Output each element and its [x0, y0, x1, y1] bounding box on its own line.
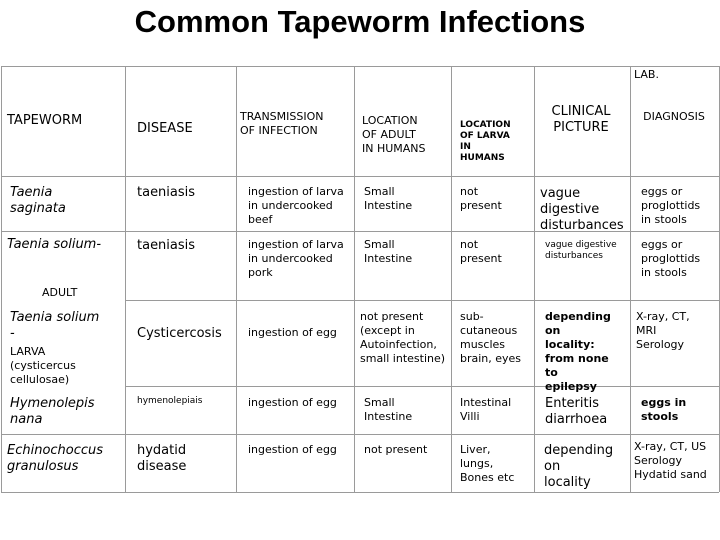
row4-transmission: ingestion of egg: [248, 396, 337, 409]
row3-tapeworm: Taenia solium -: [10, 310, 100, 341]
header-lab: LAB.: [634, 68, 659, 81]
row4-diagnosis: eggs in stools: [641, 396, 687, 423]
row3-diagnosis: X-ray, CT, MRI Serology: [636, 310, 690, 351]
row1-transmission: ingestion of larva in undercooked beef: [248, 185, 344, 226]
row-divider: [1, 231, 719, 232]
row5-clinical: depending on locality: [544, 443, 614, 490]
row-divider: [125, 386, 719, 387]
row1-location-larva: not present: [460, 185, 502, 212]
header-tapeworm: TAPEWORM: [7, 113, 83, 128]
row-divider: [1, 434, 719, 435]
row2-tapeworm-note: ADULT: [42, 286, 78, 299]
row1-location-adult: Small Intestine: [364, 185, 413, 212]
column-divider: [236, 66, 237, 492]
row2-transmission: ingestion of larva in undercooked pork: [248, 238, 344, 279]
row1-clinical: vague digestive disturbances: [540, 186, 624, 233]
header-transmission: TRANSMISSION OF INFECTION: [240, 110, 324, 137]
table-border-bottom: [1, 492, 719, 493]
column-divider: [125, 66, 126, 492]
row5-tapeworm: Echinochoccus granulosus: [7, 443, 104, 474]
header-disease: DISEASE: [137, 121, 193, 136]
row3-tapeworm-note: LARVA (cysticercus cellulosae): [10, 345, 76, 386]
page-title: Common Tapeworm Infections: [134, 4, 586, 39]
row5-diagnosis: X-ray, CT, US Serology Hydatid sand: [634, 440, 707, 481]
header-clinical-picture: CLINICAL PICTURE: [551, 104, 611, 135]
table-border-left: [1, 66, 2, 492]
row4-tapeworm: Hymenolepis nana: [10, 396, 95, 427]
row5-transmission: ingestion of egg: [248, 443, 337, 456]
row1-tapeworm: Taenia saginata: [10, 185, 66, 216]
row3-disease: Cysticercosis: [137, 326, 222, 341]
column-divider: [534, 66, 535, 492]
header-location-adult: LOCATION OF ADULT IN HUMANS: [362, 114, 426, 155]
row2-tapeworm: Taenia solium-: [7, 237, 102, 252]
row5-disease: hydatid disease: [137, 443, 187, 474]
row2-diagnosis: eggs or proglottids in stools: [641, 238, 701, 279]
column-divider: [630, 66, 631, 492]
header-diagnosis: DIAGNOSIS: [643, 110, 705, 123]
column-divider: [354, 66, 355, 492]
row1-disease: taeniasis: [137, 185, 196, 200]
row2-location-larva: not present: [460, 238, 502, 265]
row1-diagnosis: eggs or proglottids in stools: [641, 185, 701, 226]
row2-location-adult: Small Intestine: [364, 238, 413, 265]
table-border-top: [1, 66, 719, 67]
column-divider: [451, 66, 452, 492]
row3-clinical: depending on locality: from none to epil…: [545, 310, 611, 393]
row3-transmission: ingestion of egg: [248, 326, 337, 339]
row4-clinical: Enteritis diarrhoea: [545, 396, 608, 427]
row2-disease: taeniasis: [137, 238, 196, 253]
row4-disease: hymenolepiais: [137, 396, 203, 406]
header-location-larva: LOCATION OF LARVA IN HUMANS: [460, 120, 511, 163]
row4-location-larva: Intestinal Villi: [460, 396, 512, 423]
row4-location-adult: Small Intestine: [364, 396, 413, 423]
row3-location-larva: sub- cutaneous muscles brain, eyes: [460, 310, 522, 365]
row3-location-adult: not present (except in Autoinfection, sm…: [360, 310, 446, 365]
row5-location-adult: not present: [364, 443, 428, 456]
row-divider: [1, 176, 719, 177]
row-divider: [125, 300, 719, 301]
row5-location-larva: Liver, lungs, Bones etc: [460, 443, 515, 484]
row2-clinical: vague digestive disturbances: [545, 240, 617, 261]
